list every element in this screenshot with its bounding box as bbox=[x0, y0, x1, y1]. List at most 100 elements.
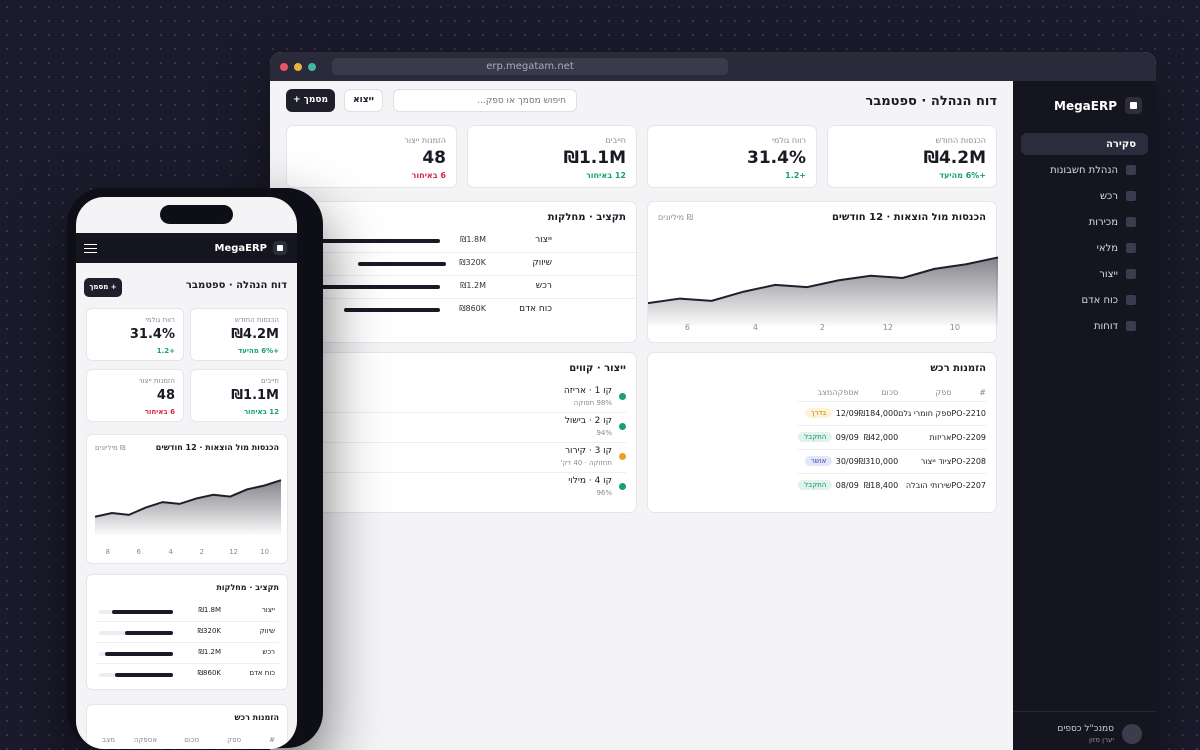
mobile-header: MegaERP bbox=[76, 233, 297, 263]
brand[interactable]: MegaERP bbox=[1054, 97, 1142, 114]
order-amount: ₪310,000 bbox=[858, 449, 899, 474]
sidebar-item-hr[interactable]: כוח אדם bbox=[1021, 289, 1148, 311]
sidebar-item-inventory[interactable]: מלאי bbox=[1021, 237, 1148, 259]
production-title: ייצור · קווים bbox=[569, 363, 626, 374]
col-header-amount[interactable]: סכום bbox=[184, 736, 199, 744]
order-id: PO-2210 bbox=[951, 401, 986, 426]
order-status-cell: אושר bbox=[798, 449, 833, 474]
order-supplier: ציוד ייצור bbox=[898, 449, 952, 474]
order-supplier: שירותי הובלה bbox=[905, 480, 952, 490]
budget-row[interactable]: ייצור ₪1.8M bbox=[95, 601, 279, 622]
table-row[interactable]: PO-2209 אריזות ₪42,000 09/09 התקבל bbox=[798, 425, 986, 450]
budget-row[interactable]: שיווק ₪320K bbox=[95, 622, 279, 643]
line-status: 98% תפוקה bbox=[573, 399, 612, 407]
sidebar-item-label: סקירה bbox=[1106, 138, 1136, 150]
table-header-row: # ספק סכום אספקה מצב bbox=[798, 385, 986, 402]
mobile-kpi-card-receivables[interactable]: חייבים ₪1.1M 12 באיחור bbox=[190, 369, 288, 422]
sidebar-item-accounting[interactable]: הנהלת חשבונות bbox=[1021, 159, 1148, 181]
budget-row[interactable]: כוח אדם ₪860K bbox=[288, 299, 636, 322]
order-supplier: אריזות bbox=[898, 425, 952, 450]
budget-row[interactable]: רכש ₪1.2M bbox=[95, 643, 279, 664]
phone-device: MegaERP דוח הנהלה · ספטמבר + מסמך הכנסות… bbox=[67, 188, 323, 749]
sidebar-item-sales[interactable]: מכירות bbox=[1021, 211, 1148, 233]
budget-amount: ₪1.2M bbox=[198, 648, 221, 656]
kpi-card-receivables[interactable]: חייבים ₪1.1M 12 באיחור bbox=[467, 125, 637, 188]
main-content: דוח הנהלה · ספטמבר ייצוא + מסמך הכנסות ה… bbox=[270, 81, 1013, 750]
minimize-window-dot[interactable] bbox=[294, 63, 302, 71]
user-profile[interactable]: סמנכ"ל כספים יערן מזון bbox=[1057, 724, 1142, 744]
order-amount: ₪184,000 bbox=[858, 401, 899, 426]
mobile-kpi-card-revenue[interactable]: הכנסות החודש ₪4.2M +6% מהיעד bbox=[190, 308, 288, 361]
col-header-status[interactable]: מצב bbox=[798, 385, 833, 402]
budget-amount: ₪1.2M bbox=[460, 281, 486, 290]
kpi-value: 31.4% bbox=[747, 148, 806, 168]
kpi-card-gross-margin[interactable]: רווח גולמי 31.4% +1.2 bbox=[647, 125, 817, 188]
sidebar-item-overview[interactable]: סקירה bbox=[1021, 133, 1148, 155]
sidebar-item-label: כוח אדם bbox=[1081, 294, 1118, 306]
list-item[interactable]: קו 2 · בישול 94% bbox=[288, 413, 626, 443]
sidebar: MegaERP סקירה הנהלת חשבונות רכש מכירות מ… bbox=[1013, 81, 1156, 750]
order-amount: ₪42,000 bbox=[858, 425, 899, 450]
sidebar-item-reports[interactable]: דוחות bbox=[1021, 315, 1148, 337]
mobile-kpi-card-gross-margin[interactable]: רווח גולמי 31.4% +1.2 bbox=[86, 308, 184, 361]
list-item[interactable]: קו 1 · אריזה 98% תפוקה bbox=[288, 383, 626, 413]
chart-area-fill bbox=[648, 257, 998, 326]
kpi-delta: 12 באיחור bbox=[243, 408, 279, 416]
list-item[interactable]: קו 3 · קירור תחזוקה · 40 דק' bbox=[288, 443, 626, 473]
x-tick-label: 10 bbox=[949, 323, 960, 332]
order-id: PO-2207 bbox=[951, 480, 986, 490]
kpi-card-production-orders[interactable]: הזמנות ייצור 48 6 באיחור bbox=[286, 125, 457, 188]
line-status: 96% bbox=[596, 489, 612, 497]
export-button[interactable]: ייצוא bbox=[344, 89, 383, 112]
maximize-window-dot[interactable] bbox=[308, 63, 316, 71]
sidebar-item-purchasing[interactable]: רכש bbox=[1021, 185, 1148, 207]
close-window-dot[interactable] bbox=[280, 63, 288, 71]
url-bar[interactable]: erp.megatam.net bbox=[332, 58, 728, 75]
x-tick-label: 2 bbox=[819, 323, 825, 332]
status-dot-icon bbox=[619, 483, 626, 490]
kpi-label: הכנסות החודש bbox=[935, 136, 987, 145]
col-header-supplier[interactable]: ספק bbox=[227, 736, 241, 744]
kpi-delta: +6% מהיעד bbox=[939, 171, 986, 180]
order-status-cell: התקבל bbox=[798, 473, 833, 497]
budget-dept-name: כוח אדם bbox=[519, 304, 552, 314]
col-header-status[interactable]: מצב bbox=[102, 736, 115, 744]
mobile-budget-card: תקציב · מחלקות ייצור ₪1.8M שיווק ₪320K ר… bbox=[86, 574, 288, 690]
x-tick-label: 2 bbox=[199, 548, 204, 556]
col-header-id[interactable]: # bbox=[951, 385, 986, 402]
menu-icon[interactable] bbox=[84, 244, 97, 253]
col-header-id[interactable]: # bbox=[269, 736, 275, 744]
budget-bar bbox=[115, 673, 173, 677]
budget-row[interactable]: שיווק ₪320K bbox=[288, 253, 636, 276]
kpi-card-revenue[interactable]: הכנסות החודש ₪4.2M +6% מהיעד bbox=[827, 125, 997, 188]
col-header-delivery[interactable]: אספקה bbox=[832, 385, 859, 402]
budget-bar-track bbox=[99, 652, 173, 656]
sidebar-item-production[interactable]: ייצור bbox=[1021, 263, 1148, 285]
budget-dept-name: ייצור bbox=[535, 235, 552, 245]
table-row[interactable]: PO-2210 ספק חומרי גלם ₪184,000 12/09 בדר… bbox=[798, 401, 986, 426]
budget-row[interactable]: ייצור ₪1.8M bbox=[288, 230, 636, 253]
table-row[interactable]: PO-2208 ציוד ייצור ₪310,000 30/09 אושר bbox=[798, 449, 986, 474]
new-document-button[interactable]: + מסמך bbox=[286, 89, 335, 112]
chart-unit-note: ₪ מיליונים bbox=[658, 213, 693, 222]
search-input[interactable] bbox=[393, 89, 577, 112]
status-badge: התקבל bbox=[798, 432, 833, 442]
budget-bar bbox=[112, 610, 173, 614]
budget-amount: ₪1.8M bbox=[460, 235, 486, 244]
col-header-delivery[interactable]: אספקה bbox=[133, 736, 157, 744]
list-item[interactable]: קו 4 · מילוי 96% bbox=[288, 473, 626, 503]
mobile-brand[interactable]: MegaERP bbox=[215, 241, 287, 255]
order-delivery: 30/09 bbox=[832, 449, 859, 474]
table-row[interactable]: PO-2207 שירותי הובלה ₪18,400 08/09 התקבל bbox=[798, 473, 986, 497]
order-supplier: ספק חומרי גלם bbox=[898, 401, 952, 426]
kpi-label: חייבים bbox=[605, 136, 626, 145]
col-header-amount[interactable]: סכום bbox=[858, 385, 899, 402]
kpi-value: ₪1.1M bbox=[231, 388, 279, 403]
budget-row[interactable]: כוח אדם ₪860K bbox=[95, 664, 279, 685]
mobile-kpi-card-production-orders[interactable]: הזמנות ייצור 48 6 באיחור bbox=[86, 369, 184, 422]
col-header-supplier[interactable]: ספק bbox=[898, 385, 952, 402]
mobile-new-document-button[interactable]: + מסמך bbox=[84, 278, 122, 297]
nav-square-icon bbox=[1126, 243, 1136, 253]
line-status: 94% bbox=[596, 429, 612, 437]
budget-row[interactable]: רכש ₪1.2M bbox=[288, 276, 636, 299]
